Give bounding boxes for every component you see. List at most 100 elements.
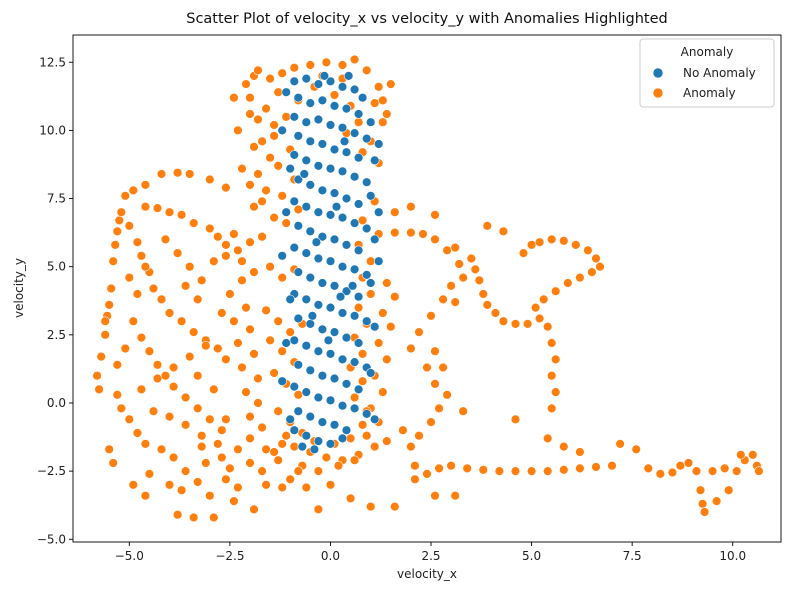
data-point (349, 455, 360, 465)
data-point (201, 341, 211, 351)
data-point (261, 444, 271, 454)
data-point (293, 174, 303, 185)
data-point (269, 131, 279, 141)
data-point (370, 441, 380, 452)
data-point (289, 441, 299, 452)
data-point (422, 469, 432, 479)
data-point (571, 240, 581, 250)
data-point (273, 406, 283, 416)
data-point (233, 338, 243, 348)
series-anomaly (92, 54, 764, 523)
data-point (164, 207, 175, 217)
data-point (293, 390, 303, 400)
data-point (331, 202, 342, 212)
data-point (434, 403, 444, 414)
data-point (430, 210, 440, 220)
data-point (112, 360, 123, 370)
data-point (422, 362, 432, 373)
data-point (245, 109, 255, 119)
data-point (410, 474, 420, 484)
data-point (518, 248, 529, 258)
data-point (213, 232, 223, 242)
data-point (430, 491, 440, 501)
data-point (112, 226, 123, 237)
data-point (378, 387, 388, 397)
data-point (313, 161, 324, 171)
data-point (450, 491, 460, 501)
data-point (683, 458, 694, 468)
data-point (221, 251, 231, 261)
data-point (542, 322, 553, 332)
data-point (297, 441, 307, 452)
data-point (546, 338, 557, 348)
data-point (362, 316, 372, 326)
data-point (353, 384, 364, 395)
data-point (205, 491, 215, 501)
data-point (305, 411, 315, 422)
data-point (550, 387, 561, 397)
data-point (233, 444, 243, 454)
data-point (189, 512, 199, 523)
data-point (353, 338, 364, 348)
data-point (305, 98, 315, 108)
x-tick-label: −5.0 (115, 549, 144, 563)
data-point (534, 313, 545, 324)
data-point (329, 420, 340, 430)
data-point (329, 281, 340, 291)
data-point (559, 236, 569, 246)
data-point (382, 109, 392, 119)
data-point (591, 253, 601, 264)
data-point (293, 406, 303, 416)
data-point (329, 327, 340, 337)
data-point (253, 169, 263, 179)
data-point (337, 212, 348, 223)
data-point (245, 324, 255, 335)
data-point (257, 466, 267, 476)
data-point (382, 354, 392, 365)
data-point (370, 155, 380, 166)
data-point (390, 292, 400, 302)
data-point (325, 76, 336, 87)
x-tick-label: 2.5 (421, 549, 440, 563)
data-point (164, 411, 175, 422)
data-point (241, 302, 251, 313)
data-point (353, 153, 364, 163)
data-point (100, 330, 110, 340)
data-point (366, 278, 376, 288)
data-point (325, 120, 336, 130)
data-point (229, 92, 239, 103)
data-point (542, 466, 553, 476)
data-point (470, 264, 480, 275)
data-point (458, 406, 468, 416)
data-point (293, 204, 303, 215)
data-point (374, 256, 384, 266)
data-point (253, 114, 263, 125)
data-point (357, 92, 368, 103)
data-point (128, 185, 139, 196)
data-point (591, 462, 601, 472)
data-point (299, 169, 309, 179)
data-point (112, 390, 123, 400)
data-point (293, 360, 303, 370)
data-point (343, 71, 354, 81)
data-point (307, 311, 318, 321)
data-point (285, 163, 295, 174)
data-point (217, 425, 227, 435)
data-point (293, 466, 303, 476)
data-point (353, 302, 364, 313)
data-point (305, 319, 315, 329)
data-point (337, 433, 348, 444)
legend-marker-no-anomaly (652, 67, 664, 79)
data-point (120, 343, 131, 354)
data-point (337, 60, 348, 70)
data-point (311, 237, 322, 247)
data-point (482, 300, 492, 310)
data-point (241, 79, 251, 89)
data-point (128, 316, 139, 326)
data-point (249, 267, 259, 277)
data-point (462, 463, 472, 474)
data-point (313, 207, 324, 217)
data-point (563, 278, 573, 288)
data-point (478, 465, 488, 475)
